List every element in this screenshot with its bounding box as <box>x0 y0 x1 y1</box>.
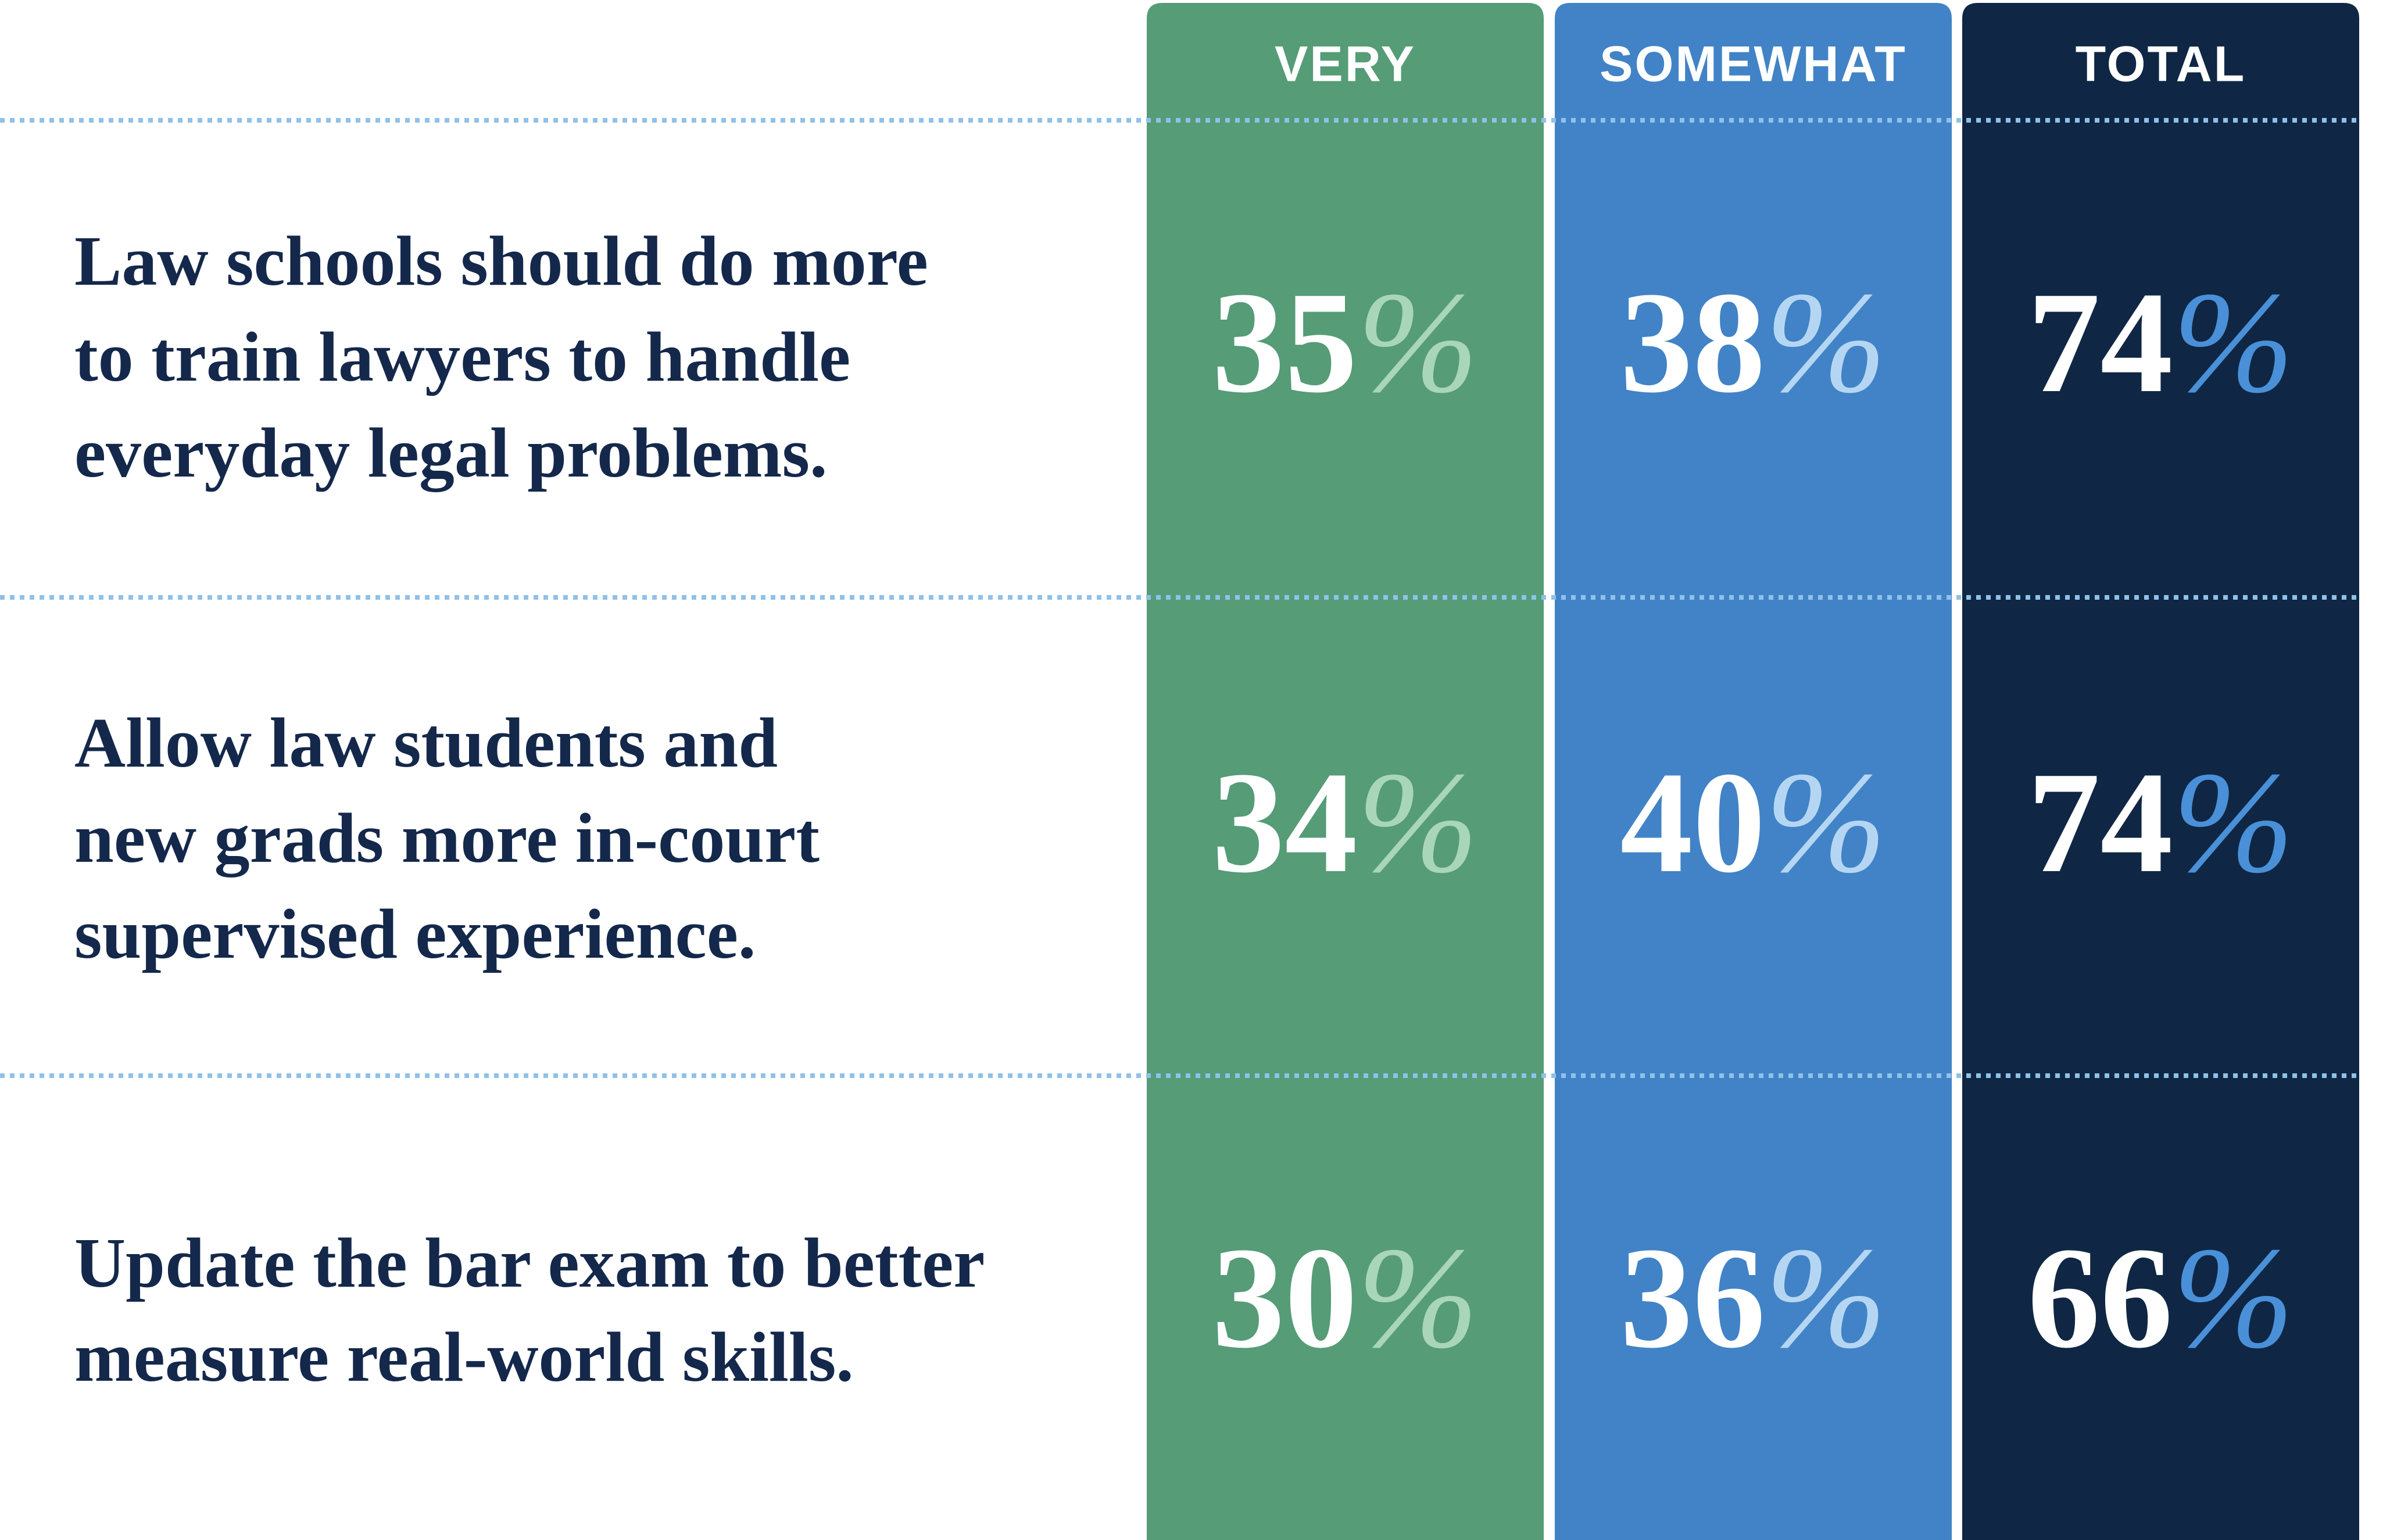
row-label: Law schools should do more <box>74 222 928 300</box>
value-number: 36 <box>1620 1217 1765 1378</box>
value-number: 74 <box>2027 262 2173 423</box>
column-background <box>1962 3 2359 1540</box>
column-header: TOTAL <box>2076 37 2246 92</box>
percent-value: 35% <box>1212 262 1478 423</box>
value-number: 35 <box>1212 262 1357 423</box>
percent-value: 30% <box>1212 1217 1478 1378</box>
percent-value: 66% <box>2027 1217 2294 1378</box>
percent-value: 74% <box>2027 262 2294 423</box>
column-header: VERY <box>1275 37 1416 92</box>
column-background <box>1555 3 1952 1540</box>
column-background <box>1147 3 1544 1540</box>
column-header: SOMEWHAT <box>1600 37 1907 92</box>
value-number: 34 <box>1212 742 1357 903</box>
percent-sign: % <box>1357 742 1478 903</box>
value-number: 74 <box>2027 742 2173 903</box>
percent-sign: % <box>2173 262 2294 423</box>
value-number: 66 <box>2027 1217 2173 1378</box>
percent-sign: % <box>2173 742 2294 903</box>
row-label: everyday legal problems. <box>74 414 828 492</box>
percent-sign: % <box>1357 262 1478 423</box>
row-label: to train lawyers to handle <box>74 318 850 396</box>
percent-sign: % <box>1357 1217 1478 1378</box>
percent-value: 40% <box>1620 742 1886 903</box>
percent-sign: % <box>1765 742 1886 903</box>
row-label: Allow law students and <box>74 704 778 782</box>
percent-sign: % <box>1765 1217 1886 1378</box>
row-label: measure real-world skills. <box>74 1318 854 1396</box>
percent-value: 74% <box>2027 742 2294 903</box>
percent-value: 34% <box>1212 742 1478 903</box>
row-label: new grads more in-court <box>74 799 820 878</box>
row-label: supervised experience. <box>74 895 756 973</box>
row-label: Update the bar exam to better <box>74 1224 985 1302</box>
value-number: 38 <box>1620 262 1765 423</box>
percent-sign: % <box>2173 1217 2294 1378</box>
value-number: 30 <box>1212 1217 1357 1378</box>
percent-value: 38% <box>1620 262 1886 423</box>
value-number: 40 <box>1620 742 1765 903</box>
percent-value: 36% <box>1620 1217 1886 1378</box>
percent-sign: % <box>1765 262 1886 423</box>
